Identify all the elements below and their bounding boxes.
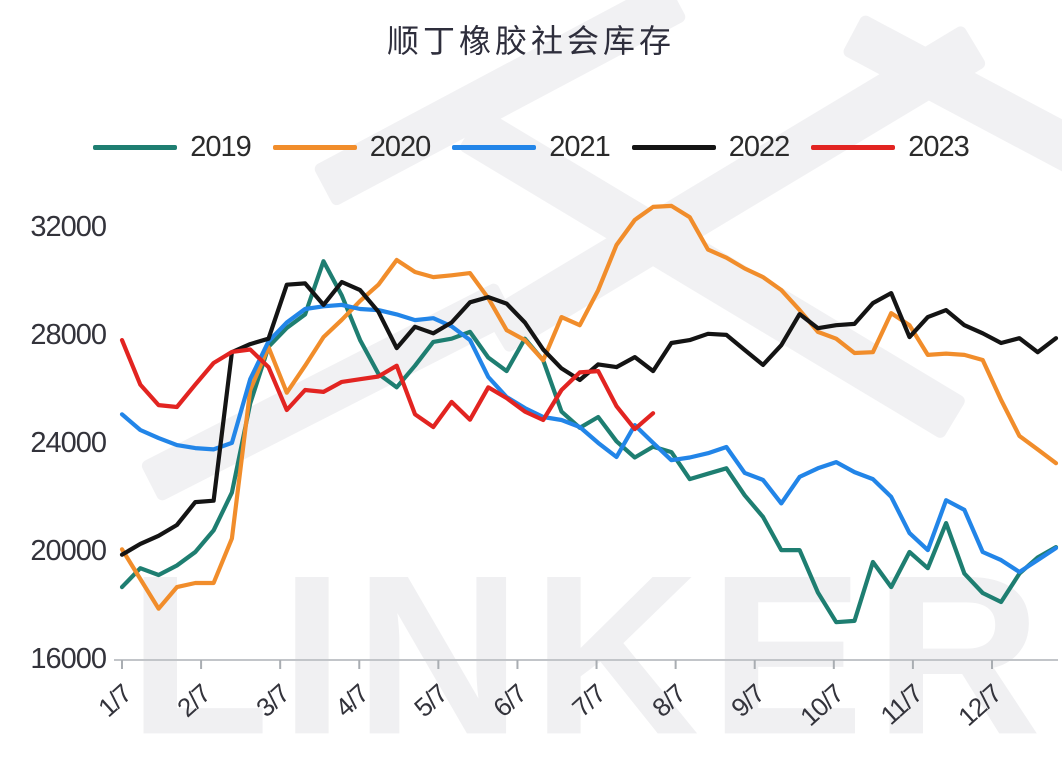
legend-label: 2019 xyxy=(190,131,252,163)
legend-label: 2020 xyxy=(369,131,432,163)
legend-swatch-2022-icon xyxy=(631,145,716,150)
series-line-2023 xyxy=(119,338,656,432)
series-line-2021 xyxy=(119,302,1059,575)
y-tick-label: 24000 xyxy=(30,427,107,459)
legend-item-2019[interactable]: 2019 xyxy=(93,131,252,164)
legend-label: 2021 xyxy=(549,131,611,163)
legend-swatch-2020-icon xyxy=(272,145,357,150)
y-tick-label: 32000 xyxy=(30,211,107,243)
legend-item-2020[interactable]: 2020 xyxy=(272,131,432,164)
legend: 2019 2020 2021 2022 2023 xyxy=(0,131,1062,164)
legend-label: 2023 xyxy=(908,131,970,163)
series-line-2019 xyxy=(119,259,1059,625)
y-tick-label: 28000 xyxy=(30,319,107,351)
series-line-2020 xyxy=(119,203,1059,611)
legend-item-2021[interactable]: 2021 xyxy=(452,131,611,164)
series-line-2022 xyxy=(119,279,1059,557)
legend-swatch-2023-icon xyxy=(811,145,896,150)
chart-title: 顺丁橡胶社会库存 xyxy=(386,23,675,59)
legend-item-2023[interactable]: 2023 xyxy=(811,131,970,164)
legend-swatch-2019-icon xyxy=(93,145,178,150)
legend-swatch-2021-icon xyxy=(452,145,537,150)
legend-item-2022[interactable]: 2022 xyxy=(631,131,791,164)
y-tick-label: 20000 xyxy=(30,535,107,567)
y-tick-label: 16000 xyxy=(30,643,107,675)
legend-label: 2022 xyxy=(728,131,791,163)
watermark-text: LINKER xyxy=(128,528,1052,774)
